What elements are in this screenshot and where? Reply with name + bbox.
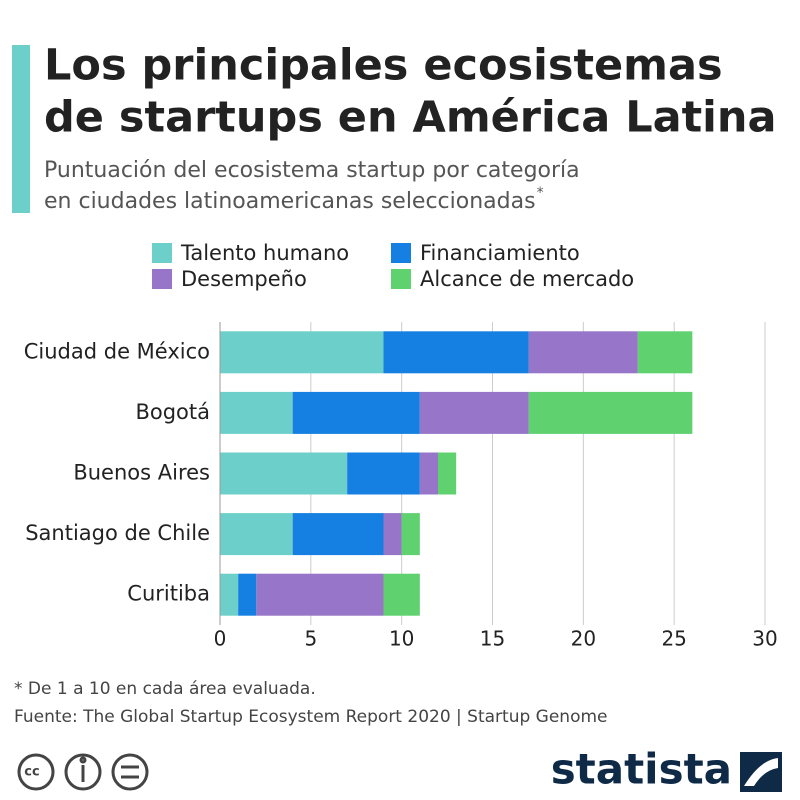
legend-swatch bbox=[152, 243, 172, 263]
legend-label: Talento humano bbox=[180, 241, 349, 265]
chart-title: Los principales ecosistemas bbox=[44, 41, 723, 91]
accent-bar bbox=[12, 45, 30, 213]
legend-label: Alcance de mercado bbox=[420, 267, 634, 291]
source: Fuente: The Global Startup Ecosystem Rep… bbox=[14, 707, 608, 727]
bar-segment bbox=[220, 573, 239, 616]
x-tick-label: 0 bbox=[214, 627, 227, 651]
chart-subtitle: Puntuación del ecosistema startup por ca… bbox=[44, 158, 580, 183]
bar-segment bbox=[220, 331, 384, 374]
bar-segment bbox=[528, 391, 693, 434]
bar-segment bbox=[438, 452, 457, 495]
footnote: * De 1 a 10 en cada área evaluada. bbox=[14, 679, 316, 699]
x-tick-label: 25 bbox=[661, 627, 686, 651]
x-tick-label: 10 bbox=[389, 627, 414, 651]
legend-label: Desempeño bbox=[181, 267, 307, 291]
x-tick-label: 15 bbox=[480, 627, 505, 651]
bar-segment bbox=[256, 573, 384, 616]
brand-icon-wave bbox=[744, 758, 778, 786]
y-tick-label: Santiago de Chile bbox=[25, 521, 210, 545]
y-tick-label: Ciudad de México bbox=[24, 339, 210, 363]
y-tick-label: Bogotá bbox=[135, 400, 210, 424]
bar-segment bbox=[292, 391, 420, 434]
x-tick-label: 20 bbox=[571, 627, 596, 651]
bar-segment bbox=[401, 513, 420, 556]
license-icons bbox=[17, 753, 149, 791]
legend-swatch bbox=[391, 243, 411, 263]
bar-segment bbox=[383, 513, 402, 556]
chart-subtitle: en ciudades latinoamericanas seleccionad… bbox=[44, 189, 536, 214]
legend-label: Financiamiento bbox=[420, 241, 580, 265]
bar-segment bbox=[220, 452, 348, 495]
bar-segment bbox=[637, 331, 693, 374]
y-tick-label: Curitiba bbox=[127, 582, 210, 606]
legend-swatch bbox=[152, 269, 172, 289]
bar-segment bbox=[238, 573, 257, 616]
bar-segment bbox=[220, 513, 293, 556]
bar-segment bbox=[383, 331, 529, 374]
y-tick-label: Buenos Aires bbox=[73, 461, 210, 485]
bar-segment bbox=[419, 452, 438, 495]
bar-segment bbox=[347, 452, 420, 495]
bar-segment bbox=[419, 391, 529, 434]
cc-text: cc bbox=[24, 765, 39, 780]
bar-segment bbox=[292, 513, 384, 556]
chart-title: de startups en América Latina bbox=[44, 93, 777, 143]
brand-logo: statista bbox=[551, 745, 732, 794]
bar-segment bbox=[220, 391, 293, 434]
x-tick-label: 5 bbox=[304, 627, 317, 651]
bar-segment bbox=[383, 573, 420, 616]
x-tick-label: 30 bbox=[752, 627, 777, 651]
legend-swatch bbox=[391, 269, 411, 289]
bar-segment bbox=[528, 331, 638, 374]
subtitle-mark: * bbox=[537, 185, 544, 201]
